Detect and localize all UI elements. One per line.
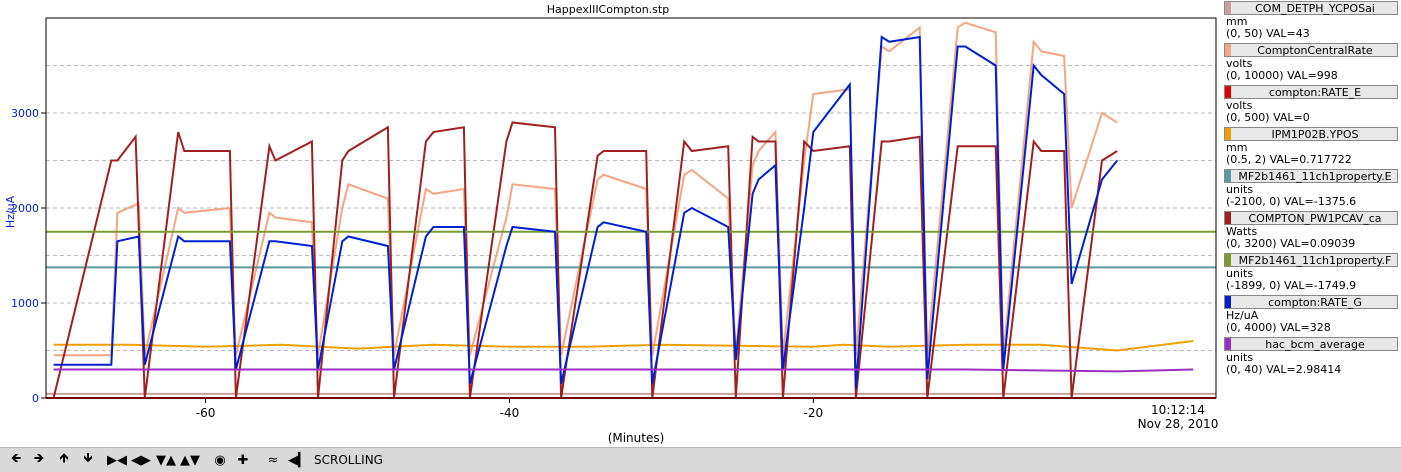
series-line-ipm1p02b-ypos [53,340,1194,352]
y-tick-label: 3000 [11,107,39,120]
shrink-vertical-icon[interactable]: ▼▲ [156,452,176,468]
legend-color-bar [1225,212,1231,224]
legend-unit: units [1226,351,1254,364]
legend-entry[interactable]: COMPTON_PW1PCAV_ca Watts (0, 3200) VAL=0.0… [1222,210,1401,252]
down-arrow-icon[interactable]: 🡻 [83,451,93,466]
record-icon[interactable]: ◉ [214,452,226,468]
legend-swatch: MF2b1461_11ch1property.F [1224,253,1398,267]
legend-range: (0, 500) VAL=0 [1226,111,1310,124]
legend-entry[interactable]: compton:RATE_G Hz/uA (0, 4000) VAL=328 [1222,294,1401,336]
legend-color-bar [1225,170,1231,182]
legend-swatch: COM_DETPH_YCPOSai [1224,1,1398,15]
chart-title: HappexIIICompton.stp [547,3,669,16]
timestamp-date: Nov 28, 2010 [1138,417,1219,431]
legend-color-bar [1225,128,1231,140]
x-tick-label: -60 [196,406,216,420]
series-line-hac-bcm-average [53,368,1194,373]
legend-unit: volts [1226,57,1253,70]
legend-range: (-1899, 0) VAL=-1749.9 [1226,279,1357,292]
legend-range: (-2100, 0) VAL=-1375.6 [1226,195,1357,208]
add-icon[interactable]: ✚ [237,452,249,468]
scrolling-status: SCROLLING [314,453,383,467]
scale-icon[interactable]: ≈ [267,452,279,468]
legend-swatch: IPM1P02B.YPOS [1224,127,1398,141]
y-tick-label: 0 [32,392,39,405]
legend-series-name: IPM1P02B.YPOS [1271,128,1359,141]
legend-swatch: hac_bcm_average [1224,337,1398,351]
legend-range: (0, 50) VAL=43 [1226,27,1310,40]
left-arrow-icon[interactable]: 🡸 [10,451,22,466]
legend-range: (0, 4000) VAL=328 [1226,321,1331,334]
toolbar: 🡸 🡺 🡹 🡻 ▶◀ ◀▶ ▼▲ ▲▼ ◉ ✚ ≈ ◀▎ SCROLLING [0,447,1401,472]
legend: COM_DETPH_YCPOSai mm (0, 50) VAL=43 Compton… [1222,0,1401,378]
legend-series-name: hac_bcm_average [1265,338,1365,351]
legend-series-name: compton:RATE_E [1268,86,1362,99]
legend-swatch: MF2b1461_11ch1property.E [1224,169,1398,183]
axes: 0 1000 2000 3000 -60 -40 -20 [11,17,1217,420]
x-tick-label: -40 [500,406,520,420]
x-axis-label: (Minutes) [608,431,665,445]
legend-series-name: COM_DETPH_YCPOSai [1255,2,1375,15]
legend-unit: Watts [1226,225,1258,238]
series-layer [46,21,1216,399]
up-arrow-icon[interactable]: 🡹 [59,451,69,466]
legend-color-bar [1225,254,1231,266]
legend-series-name: ComptonCentralRate [1257,44,1373,57]
series-line-compton-pw1pcav-ca [52,121,1118,399]
series-line-compton-rate-g [53,35,1118,389]
legend-range: (0, 3200) VAL=0.09039 [1226,237,1356,250]
legend-series-name: MF2b1461_11ch1property.F [1238,254,1392,267]
legend-range: (0, 10000) VAL=998 [1226,69,1338,82]
legend-unit: Hz/uA [1226,309,1259,322]
legend-series-name: MF2b1461_11ch1property.E [1238,170,1392,183]
legend-series-name: COMPTON_PW1PCAV_ca [1248,212,1382,225]
legend-swatch: ComptonCentralRate [1224,43,1398,57]
legend-color-bar [1225,86,1231,98]
shrink-horizontal-icon[interactable]: ▶◀ [107,452,127,468]
y-tick-label: 2000 [11,202,39,215]
legend-color-bar [1225,338,1231,350]
expand-vertical-icon[interactable]: ▲▼ [180,452,200,468]
legend-range: (0.5, 2) VAL=0.717722 [1226,153,1352,166]
legend-swatch: compton:RATE_G [1224,295,1398,309]
legend-entry[interactable]: IPM1P02B.YPOS mm (0.5, 2) VAL=0.717722 [1222,126,1401,168]
legend-series-name: compton:RATE_G [1268,296,1362,309]
legend-color-bar [1225,44,1231,56]
legend-unit: units [1226,267,1254,280]
x-tick-label: -20 [804,406,824,420]
chart-area: HappexIIICompton.stp 0 1000 2000 3000 -60 -40… [4,3,1219,445]
expand-horizontal-icon[interactable]: ◀▶ [131,452,151,468]
y-tick-label: 1000 [11,297,39,310]
timestamp-time: 10:12:14 [1151,403,1205,417]
legend-color-bar [1225,296,1231,308]
legend-unit: mm [1226,15,1248,28]
legend-unit: units [1226,183,1254,196]
legend-entry[interactable]: ComptonCentralRate volts (0, 10000) VAL=99… [1222,42,1401,84]
legend-swatch: COMPTON_PW1PCAV_ca [1224,211,1398,225]
right-arrow-icon[interactable]: 🡺 [33,451,45,466]
legend-unit: volts [1226,99,1253,112]
legend-entry[interactable]: MF2b1461_11ch1property.F units (-1899, 0) … [1222,252,1401,294]
scroll-icon[interactable]: ◀▎ [288,452,308,468]
legend-color-bar [1225,2,1231,14]
legend-entry[interactable]: MF2b1461_11ch1property.E units (-2100, 0) … [1222,168,1401,210]
legend-swatch: compton:RATE_E [1224,85,1398,99]
legend-range: (0, 40) VAL=2.98414 [1226,363,1342,376]
series-line-comptoncentralrate [53,21,1118,357]
legend-unit: mm [1226,141,1248,154]
y-axis-label: Hz/uA [4,195,17,228]
